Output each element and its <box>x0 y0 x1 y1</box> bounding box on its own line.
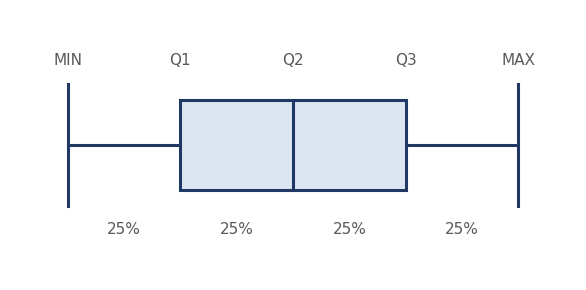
Text: Q2: Q2 <box>282 53 304 68</box>
Text: 25%: 25% <box>107 222 141 237</box>
Text: MAX: MAX <box>502 53 536 68</box>
Bar <box>180 100 406 190</box>
Text: 25%: 25% <box>332 222 366 237</box>
Text: MIN: MIN <box>53 53 82 68</box>
Text: 25%: 25% <box>445 222 479 237</box>
Text: Q3: Q3 <box>395 53 417 68</box>
Text: 25%: 25% <box>220 222 254 237</box>
Text: Q1: Q1 <box>169 53 191 68</box>
